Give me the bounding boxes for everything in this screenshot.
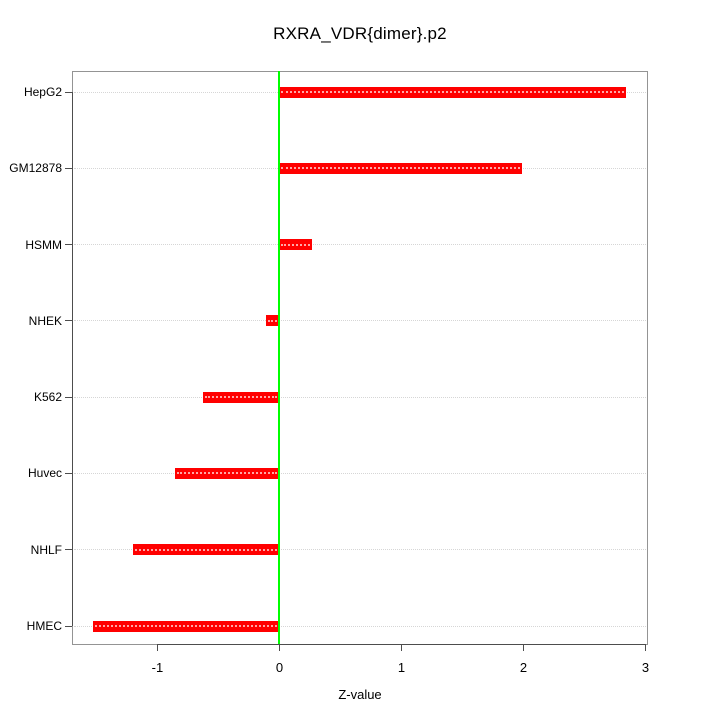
- bar-gridline-overlay: [204, 396, 278, 399]
- x-axis-tick: [156, 645, 158, 651]
- x-axis-tick-label: 0: [275, 660, 284, 675]
- y-axis-tick: [65, 625, 72, 627]
- plot-area: [72, 71, 648, 645]
- x-axis-tick-label: 1: [397, 660, 406, 675]
- bar-gridline-overlay: [94, 625, 278, 627]
- y-axis-tick: [65, 167, 72, 169]
- y-axis-category-label: NHEK: [28, 313, 62, 328]
- bar-gridline-overlay: [281, 91, 625, 93]
- gridline: [74, 320, 646, 322]
- y-axis-tick: [65, 549, 72, 551]
- y-axis-category-label: HMEC: [26, 619, 62, 633]
- y-axis-tick: [65, 91, 72, 93]
- gridline: [74, 396, 646, 398]
- bar-gridline-overlay: [281, 167, 521, 170]
- y-axis-tick: [65, 320, 72, 322]
- y-axis-category-label: NHLF: [30, 542, 62, 557]
- x-axis-tick: [523, 645, 525, 651]
- gridline: [74, 244, 646, 246]
- y-axis-tick: [65, 472, 72, 474]
- gridline: [74, 472, 646, 474]
- y-axis-category-label: K562: [33, 390, 62, 405]
- gridline: [74, 625, 646, 627]
- y-axis-category-label: HepG2: [23, 85, 62, 99]
- x-axis-tick-label: 3: [641, 660, 650, 675]
- y-axis-tick: [65, 244, 72, 246]
- x-axis-tick: [400, 645, 402, 651]
- x-axis-line: [157, 644, 646, 645]
- bar-gridline-overlay: [135, 548, 278, 551]
- x-axis-tick: [645, 645, 647, 651]
- y-axis-line: [72, 92, 73, 626]
- x-axis-title: Z-value: [338, 687, 382, 702]
- x-axis-tick: [278, 645, 280, 651]
- zero-line: [278, 71, 281, 645]
- y-axis-category-label: Huvec: [27, 466, 62, 481]
- bar-gridline-overlay: [176, 472, 278, 475]
- y-axis-category-label: HSMM: [25, 237, 62, 252]
- bar-gridline-overlay: [281, 243, 311, 246]
- x-axis-tick-label: -1: [151, 660, 164, 675]
- gridline: [74, 549, 646, 551]
- y-axis-category-label: GM12878: [9, 161, 62, 176]
- y-axis-tick: [65, 396, 72, 398]
- bar-gridline-overlay: [268, 319, 278, 322]
- chart-title: RXRA_VDR{dimer}.p2: [273, 24, 447, 43]
- x-axis-tick-label: 2: [519, 660, 528, 675]
